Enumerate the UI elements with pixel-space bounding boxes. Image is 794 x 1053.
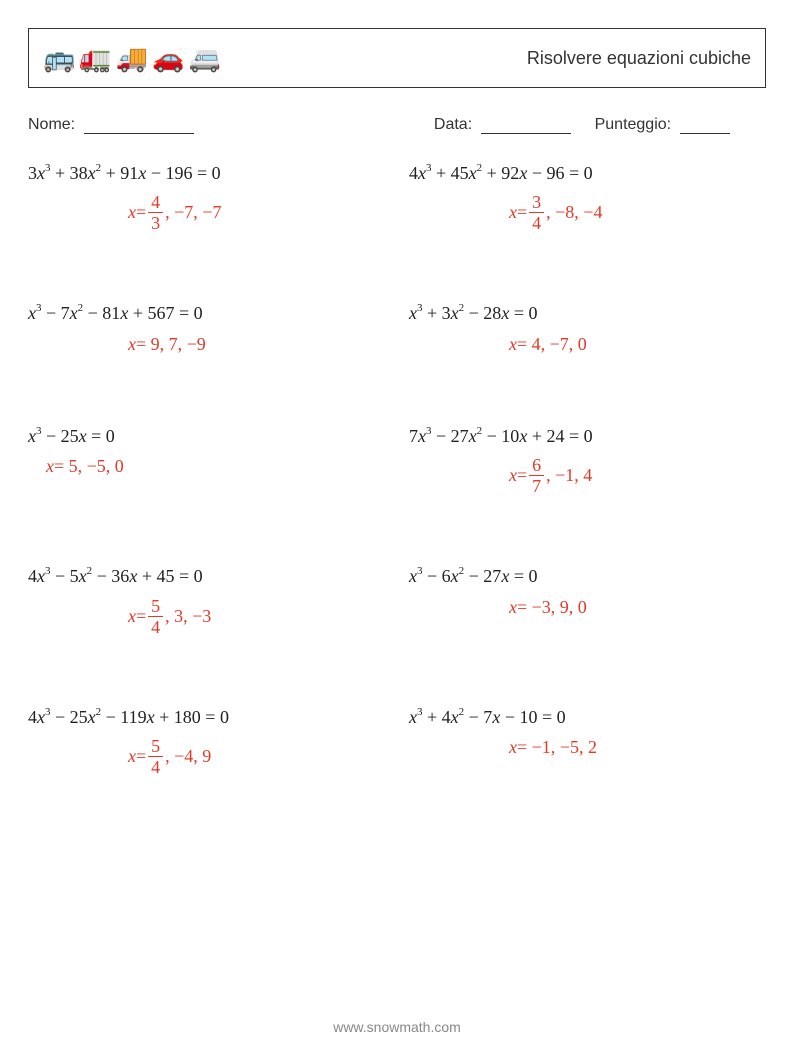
equation: 4x3 − 5x2 − 36x + 45 = 0 <box>28 565 385 588</box>
equation: x3 + 3x2 − 28x = 0 <box>409 302 766 325</box>
problem-2: 4x3 + 45x2 + 92x − 96 = 0 x = 34, −8, −4 <box>409 162 766 232</box>
problem-8: x3 − 6x2 − 27x = 0 x = −3, 9, 0 <box>409 565 766 635</box>
equation: 3x3 + 38x2 + 91x − 196 = 0 <box>28 162 385 185</box>
date-blank[interactable] <box>481 133 571 134</box>
answer: x = 67, −1, 4 <box>409 456 766 495</box>
answer: x = 54, −4, 9 <box>28 737 385 776</box>
name-label: Nome: <box>28 116 75 133</box>
worksheet-title: Risolvere equazioni cubiche <box>527 48 751 69</box>
score-label: Punteggio: <box>595 116 672 133</box>
answer: x = −3, 9, 0 <box>409 597 766 618</box>
vehicle-icon: 🚗 <box>152 45 184 71</box>
score-blank[interactable] <box>680 133 730 134</box>
answer: x = 34, −8, −4 <box>409 193 766 232</box>
problem-4: x3 + 3x2 − 28x = 0 x = 4, −7, 0 <box>409 302 766 354</box>
answer: x = 43, −7, −7 <box>28 193 385 232</box>
equation: 4x3 + 45x2 + 92x − 96 = 0 <box>409 162 766 185</box>
equation: 7x3 − 27x2 − 10x + 24 = 0 <box>409 425 766 448</box>
problems-grid: 3x3 + 38x2 + 91x − 196 = 0 x = 43, −7, −7… <box>28 162 766 776</box>
vehicle-icon: 🚌 <box>43 45 75 71</box>
problem-7: 4x3 − 5x2 − 36x + 45 = 0 x = 54, 3, −3 <box>28 565 385 635</box>
info-row: Nome: Data: Punteggio: <box>28 116 766 134</box>
answer: x = 9, 7, −9 <box>28 334 385 355</box>
footer-url: www.snowmath.com <box>0 1019 794 1035</box>
problem-5: x3 − 25x = 0 x = 5, −5, 0 <box>28 425 385 495</box>
problem-1: 3x3 + 38x2 + 91x − 196 = 0 x = 43, −7, −7 <box>28 162 385 232</box>
problem-3: x3 − 7x2 − 81x + 567 = 0 x = 9, 7, −9 <box>28 302 385 354</box>
equation: x3 − 6x2 − 27x = 0 <box>409 565 766 588</box>
vehicle-icons: 🚌🚛🚚🚗🚐 <box>43 45 221 71</box>
vehicle-icon: 🚛 <box>79 45 111 71</box>
equation: 4x3 − 25x2 − 119x + 180 = 0 <box>28 706 385 729</box>
vehicle-icon: 🚐 <box>189 45 221 71</box>
date-label: Data: <box>434 116 472 133</box>
answer: x = 5, −5, 0 <box>28 456 385 477</box>
problem-9: 4x3 − 25x2 − 119x + 180 = 0 x = 54, −4, 9 <box>28 706 385 776</box>
equation: x3 − 7x2 − 81x + 567 = 0 <box>28 302 385 325</box>
problem-6: 7x3 − 27x2 − 10x + 24 = 0 x = 67, −1, 4 <box>409 425 766 495</box>
name-blank[interactable] <box>84 133 194 134</box>
vehicle-icon: 🚚 <box>116 45 148 71</box>
answer: x = 54, 3, −3 <box>28 597 385 636</box>
problem-10: x3 + 4x2 − 7x − 10 = 0 x = −1, −5, 2 <box>409 706 766 776</box>
worksheet-header: 🚌🚛🚚🚗🚐 Risolvere equazioni cubiche <box>28 28 766 88</box>
equation: x3 − 25x = 0 <box>28 425 385 448</box>
answer: x = 4, −7, 0 <box>409 334 766 355</box>
answer: x = −1, −5, 2 <box>409 737 766 758</box>
equation: x3 + 4x2 − 7x − 10 = 0 <box>409 706 766 729</box>
